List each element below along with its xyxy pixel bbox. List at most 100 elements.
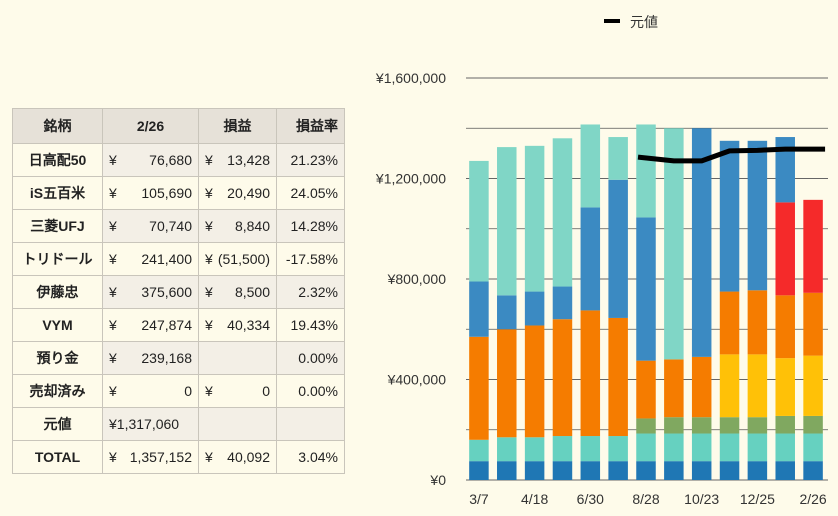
bar-segment [636, 124, 656, 218]
currency-symbol: ¥ [205, 152, 213, 168]
bar-segment [469, 461, 489, 480]
row-value: ¥105,690 [102, 176, 199, 210]
row-name: 三菱UFJ [12, 209, 103, 243]
bar-segment [803, 355, 823, 416]
row-name: 売却済み [12, 374, 103, 408]
bar-segment [664, 359, 684, 418]
row-value-amount: 241,400 [141, 251, 192, 267]
bar-segment [608, 436, 628, 462]
bar-segment [803, 461, 823, 480]
row-pl [198, 407, 277, 441]
bar-segment [664, 128, 684, 360]
row-value: ¥76,680 [102, 143, 199, 177]
legend-label: 元値 [630, 14, 658, 30]
bar-segment [719, 291, 740, 355]
line-series-cost [637, 146, 826, 164]
bar-segment [524, 437, 545, 462]
row-value: ¥1,357,152 [102, 440, 199, 474]
row-name: 日高配50 [12, 143, 103, 177]
row-rate: 21.23% [276, 143, 345, 177]
row-pl: ¥40,334 [198, 308, 277, 342]
table-body: 日高配50 ¥76,680 ¥13,428 21.23% iS五百米 ¥105,690 ¥2… [12, 143, 345, 474]
bar-segment [552, 286, 573, 320]
x-tick-label: 6/30 [577, 491, 604, 507]
table-row: VYM ¥247,874 ¥40,334 19.43% [12, 308, 345, 342]
row-rate: 0.00% [276, 374, 345, 408]
x-tick-label: 10/23 [684, 491, 719, 507]
bar-segment [719, 140, 740, 292]
bar-segment [636, 217, 656, 361]
row-value: ¥247,874 [102, 308, 199, 342]
bar-segment [608, 179, 628, 318]
bar-segment [636, 360, 656, 419]
bar-segment [719, 354, 740, 418]
currency-symbol: ¥ [109, 449, 117, 465]
y-tick-label: ¥400,000 [387, 372, 447, 388]
y-tick-label: ¥1,200,000 [375, 171, 446, 187]
bar-segment [775, 358, 795, 416]
bar-segment [580, 310, 601, 437]
bar-segment [497, 437, 517, 462]
currency-symbol: ¥ [205, 317, 213, 333]
bar-segment [775, 202, 795, 296]
bar-segment [747, 461, 768, 480]
bar-segment [747, 290, 768, 355]
bar-segment [524, 461, 545, 480]
row-value: ¥241,400 [102, 242, 199, 276]
currency-symbol: ¥ [205, 251, 213, 267]
currency-symbol: ¥ [205, 218, 213, 234]
row-rate: 0.00% [276, 341, 345, 375]
legend-swatch [604, 19, 620, 23]
bar-segment [524, 291, 545, 326]
bar-segment [719, 461, 740, 480]
bar-segment [552, 319, 573, 437]
row-value-amount: 105,690 [141, 185, 192, 201]
row-name: VYM [12, 308, 103, 342]
row-value: ¥70,740 [102, 209, 199, 243]
row-rate [276, 407, 345, 441]
bar-segment [552, 436, 573, 462]
y-tick-label: ¥1,600,000 [375, 70, 446, 86]
bar-segment [608, 461, 628, 480]
col-header-rate: 損益率 [276, 108, 345, 144]
row-pl-amount: 0 [262, 383, 270, 399]
row-value: ¥239,168 [102, 341, 199, 375]
currency-symbol: ¥ [109, 251, 117, 267]
bar-segment [775, 461, 795, 480]
bar-segment [636, 433, 656, 462]
bar-segment [469, 160, 489, 282]
row-name: iS五百米 [12, 176, 103, 210]
row-value-amount: 0 [184, 383, 192, 399]
bar-segment [775, 137, 795, 203]
currency-symbol: ¥ [109, 284, 117, 300]
bar-segment [469, 336, 489, 440]
x-tick-label: 4/18 [521, 491, 548, 507]
row-value-amount: 1,357,152 [129, 449, 192, 465]
bar-segment [691, 417, 712, 434]
bar-segment [803, 292, 823, 356]
row-pl-amount: 8,500 [234, 284, 270, 300]
bar-segment [747, 433, 768, 462]
row-pl-amount: 20,490 [227, 185, 270, 201]
currency-symbol: ¥ [109, 383, 117, 399]
bar-segment [664, 461, 684, 480]
x-tick-label: 2/26 [799, 491, 826, 507]
table-header-row: 銘柄 2/26 損益 損益率 [12, 108, 345, 144]
bar-segment [608, 137, 628, 180]
bar-segment [719, 433, 740, 462]
col-header-name: 銘柄 [12, 108, 103, 144]
currency-symbol: ¥ [205, 383, 213, 399]
bar-segment [636, 418, 656, 434]
row-value: ¥375,600 [102, 275, 199, 309]
table-row: 日高配50 ¥76,680 ¥13,428 21.23% [12, 143, 345, 177]
table-row: 売却済み ¥0 ¥0 0.00% [12, 374, 345, 408]
currency-symbol: ¥ [109, 185, 117, 201]
row-pl-amount: (51,500) [217, 251, 270, 267]
row-pl-amount: 40,092 [227, 449, 270, 465]
row-value-amount: 76,680 [149, 152, 192, 168]
bar-segment [580, 436, 601, 462]
row-rate: 24.05% [276, 176, 345, 210]
currency-symbol: ¥ [205, 185, 213, 201]
row-value: ¥0 [102, 374, 199, 408]
